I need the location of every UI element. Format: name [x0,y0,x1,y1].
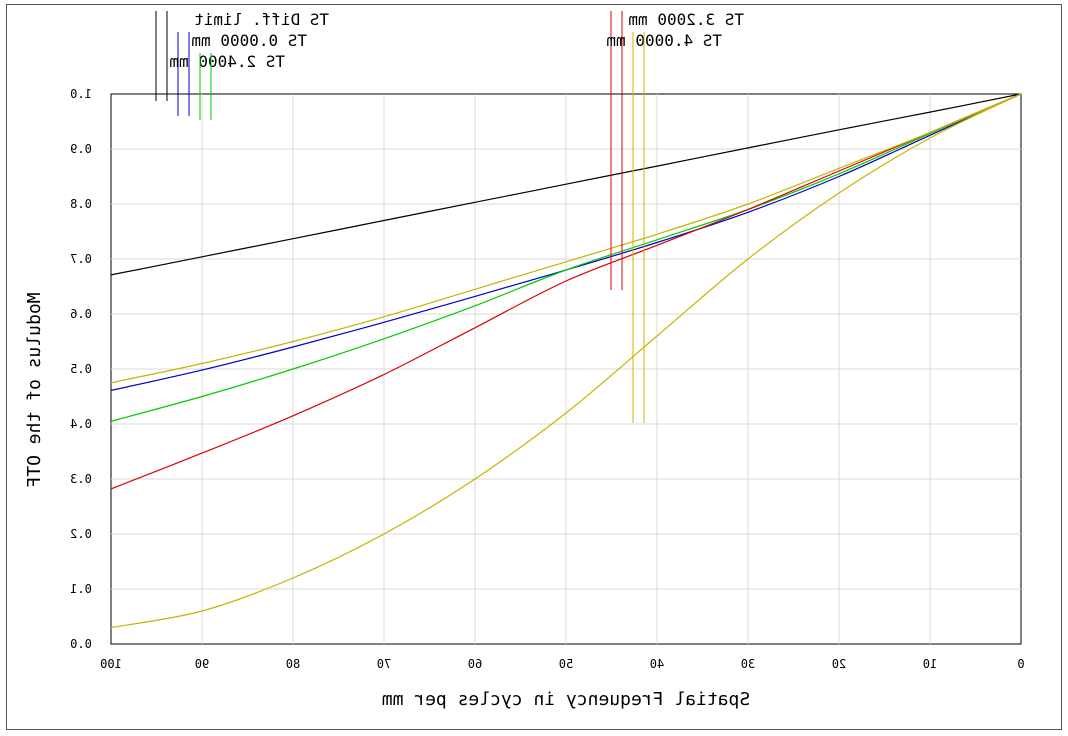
y-tick-label: 0.0 [70,637,92,651]
x-tick-label: 80 [286,657,300,671]
y-tick-label: 0.5 [70,362,92,376]
y-tick-label: 0.8 [70,197,92,211]
series-line-0 [110,93,1022,276]
x-axis-label: Spatial Frequency in cycles per mm [382,689,750,710]
y-tick-label: 0.6 [70,307,92,321]
y-tick-label: 0.4 [70,417,92,431]
y-tick-label: 0.9 [70,142,92,156]
legend-label: TS 2.4000 mm [169,52,285,71]
x-tick-label: 50 [559,657,573,671]
series-lines [110,93,1022,629]
legend: TS Diff. limit TS 0.0000 mm TS 2.4000 mm TS… [155,10,744,423]
series-line-3 [110,93,1022,490]
x-tick-label: 70 [377,657,391,671]
series-line-2 [110,93,1022,422]
x-tick-label: 0 [1017,657,1024,671]
grid [111,94,1021,644]
series-line-4 [110,93,1022,384]
tick-labels: 0 10 20 30 40 50 60 70 80 90 100 0.0 0.1 0.2 0.3 0.4 0.5… [70,87,1024,671]
x-tick-label: 100 [100,657,122,671]
legend-label: TS 0.0000 mm [191,31,307,50]
y-axis-label: Modulus of the OTF [24,292,45,487]
legend-label: TS 3.2000 mm [628,10,744,29]
y-tick-label: 0.3 [70,472,92,486]
x-tick-label: 10 [923,657,937,671]
plot-frame [6,4,1062,730]
x-tick-label: 20 [832,657,846,671]
x-tick-label: 60 [468,657,482,671]
series-line-5 [110,93,1022,629]
legend-label: TS Diff. limit [194,10,329,29]
x-tick-label: 40 [650,657,664,671]
legend-label: TS 4.0000 mm [606,31,722,50]
y-tick-label: 0.2 [70,527,92,541]
y-tick-label: 0.1 [70,582,92,596]
y-tick-label: 1.0 [70,87,92,101]
y-tick-label: 0.7 [70,252,92,266]
x-tick-label: 90 [195,657,209,671]
x-tick-label: 30 [741,657,755,671]
